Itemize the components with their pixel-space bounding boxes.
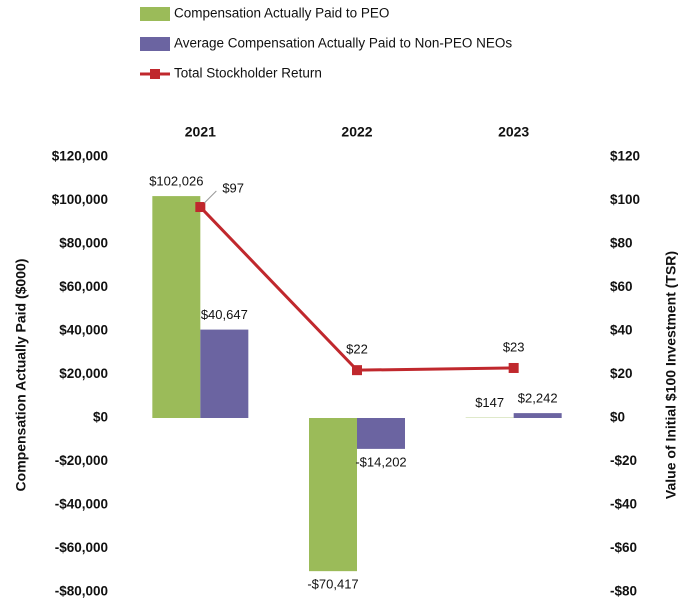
x-tick-label: 2022 bbox=[341, 124, 372, 140]
y2-tick-label: $40 bbox=[610, 323, 633, 338]
data-label: $97 bbox=[222, 180, 244, 195]
data-label: -$70,417 bbox=[307, 577, 358, 592]
y2-tick-label: -$40 bbox=[610, 497, 637, 512]
legend-label: Compensation Actually Paid to PEO bbox=[174, 6, 389, 21]
y-tick-label: $80,000 bbox=[59, 236, 108, 251]
y2-axis-title: Value of Initial $100 Investment (TSR) bbox=[663, 251, 678, 499]
y2-tick-label: $80 bbox=[610, 236, 633, 251]
y2-tick-label: $60 bbox=[610, 279, 633, 294]
y2-tick-label: -$80 bbox=[610, 584, 637, 599]
y2-tick-label: $20 bbox=[610, 366, 633, 381]
bar bbox=[513, 413, 562, 418]
y-tick-label: $0 bbox=[93, 410, 108, 425]
y-tick-label: $100,000 bbox=[52, 192, 108, 207]
y-tick-label: $60,000 bbox=[59, 279, 108, 294]
legend-label: Total Stockholder Return bbox=[174, 66, 322, 81]
y-tick-label: $20,000 bbox=[59, 366, 108, 381]
legend-swatch bbox=[140, 37, 170, 51]
y2-tick-label: $120 bbox=[610, 149, 640, 164]
data-label: $22 bbox=[346, 342, 368, 357]
data-label: $40,647 bbox=[201, 307, 248, 322]
legend-label: Average Compensation Actually Paid to No… bbox=[174, 36, 512, 51]
y-axis-title: Compensation Actually Paid ($000) bbox=[13, 259, 29, 492]
bar bbox=[200, 329, 249, 418]
y2-tick-label: $0 bbox=[610, 410, 625, 425]
data-label: $102,026 bbox=[149, 174, 203, 189]
bar bbox=[309, 418, 357, 572]
tsr-marker bbox=[352, 365, 362, 376]
data-label: $147 bbox=[475, 395, 504, 410]
y2-tick-label: $100 bbox=[610, 192, 640, 207]
legend-swatch bbox=[140, 7, 170, 21]
y-tick-label: $40,000 bbox=[59, 323, 108, 338]
data-label: -$14,202 bbox=[355, 454, 406, 469]
y-tick-label: $120,000 bbox=[52, 149, 108, 164]
y-tick-label: -$60,000 bbox=[55, 540, 108, 555]
y-tick-label: -$20,000 bbox=[55, 453, 108, 468]
tsr-marker bbox=[195, 202, 206, 213]
bar bbox=[357, 418, 405, 449]
y-tick-label: -$80,000 bbox=[55, 584, 108, 599]
leader-line bbox=[203, 190, 217, 204]
data-label: $2,242 bbox=[518, 391, 558, 406]
y2-tick-label: -$60 bbox=[610, 540, 637, 555]
y2-tick-label: -$20 bbox=[610, 453, 637, 468]
x-tick-label: 2021 bbox=[185, 124, 216, 140]
bar bbox=[152, 196, 201, 418]
x-tick-label: 2023 bbox=[498, 124, 529, 140]
tsr-marker bbox=[508, 362, 519, 373]
y-tick-label: -$40,000 bbox=[55, 497, 108, 512]
legend-marker bbox=[150, 69, 160, 79]
data-label: $23 bbox=[503, 339, 525, 354]
